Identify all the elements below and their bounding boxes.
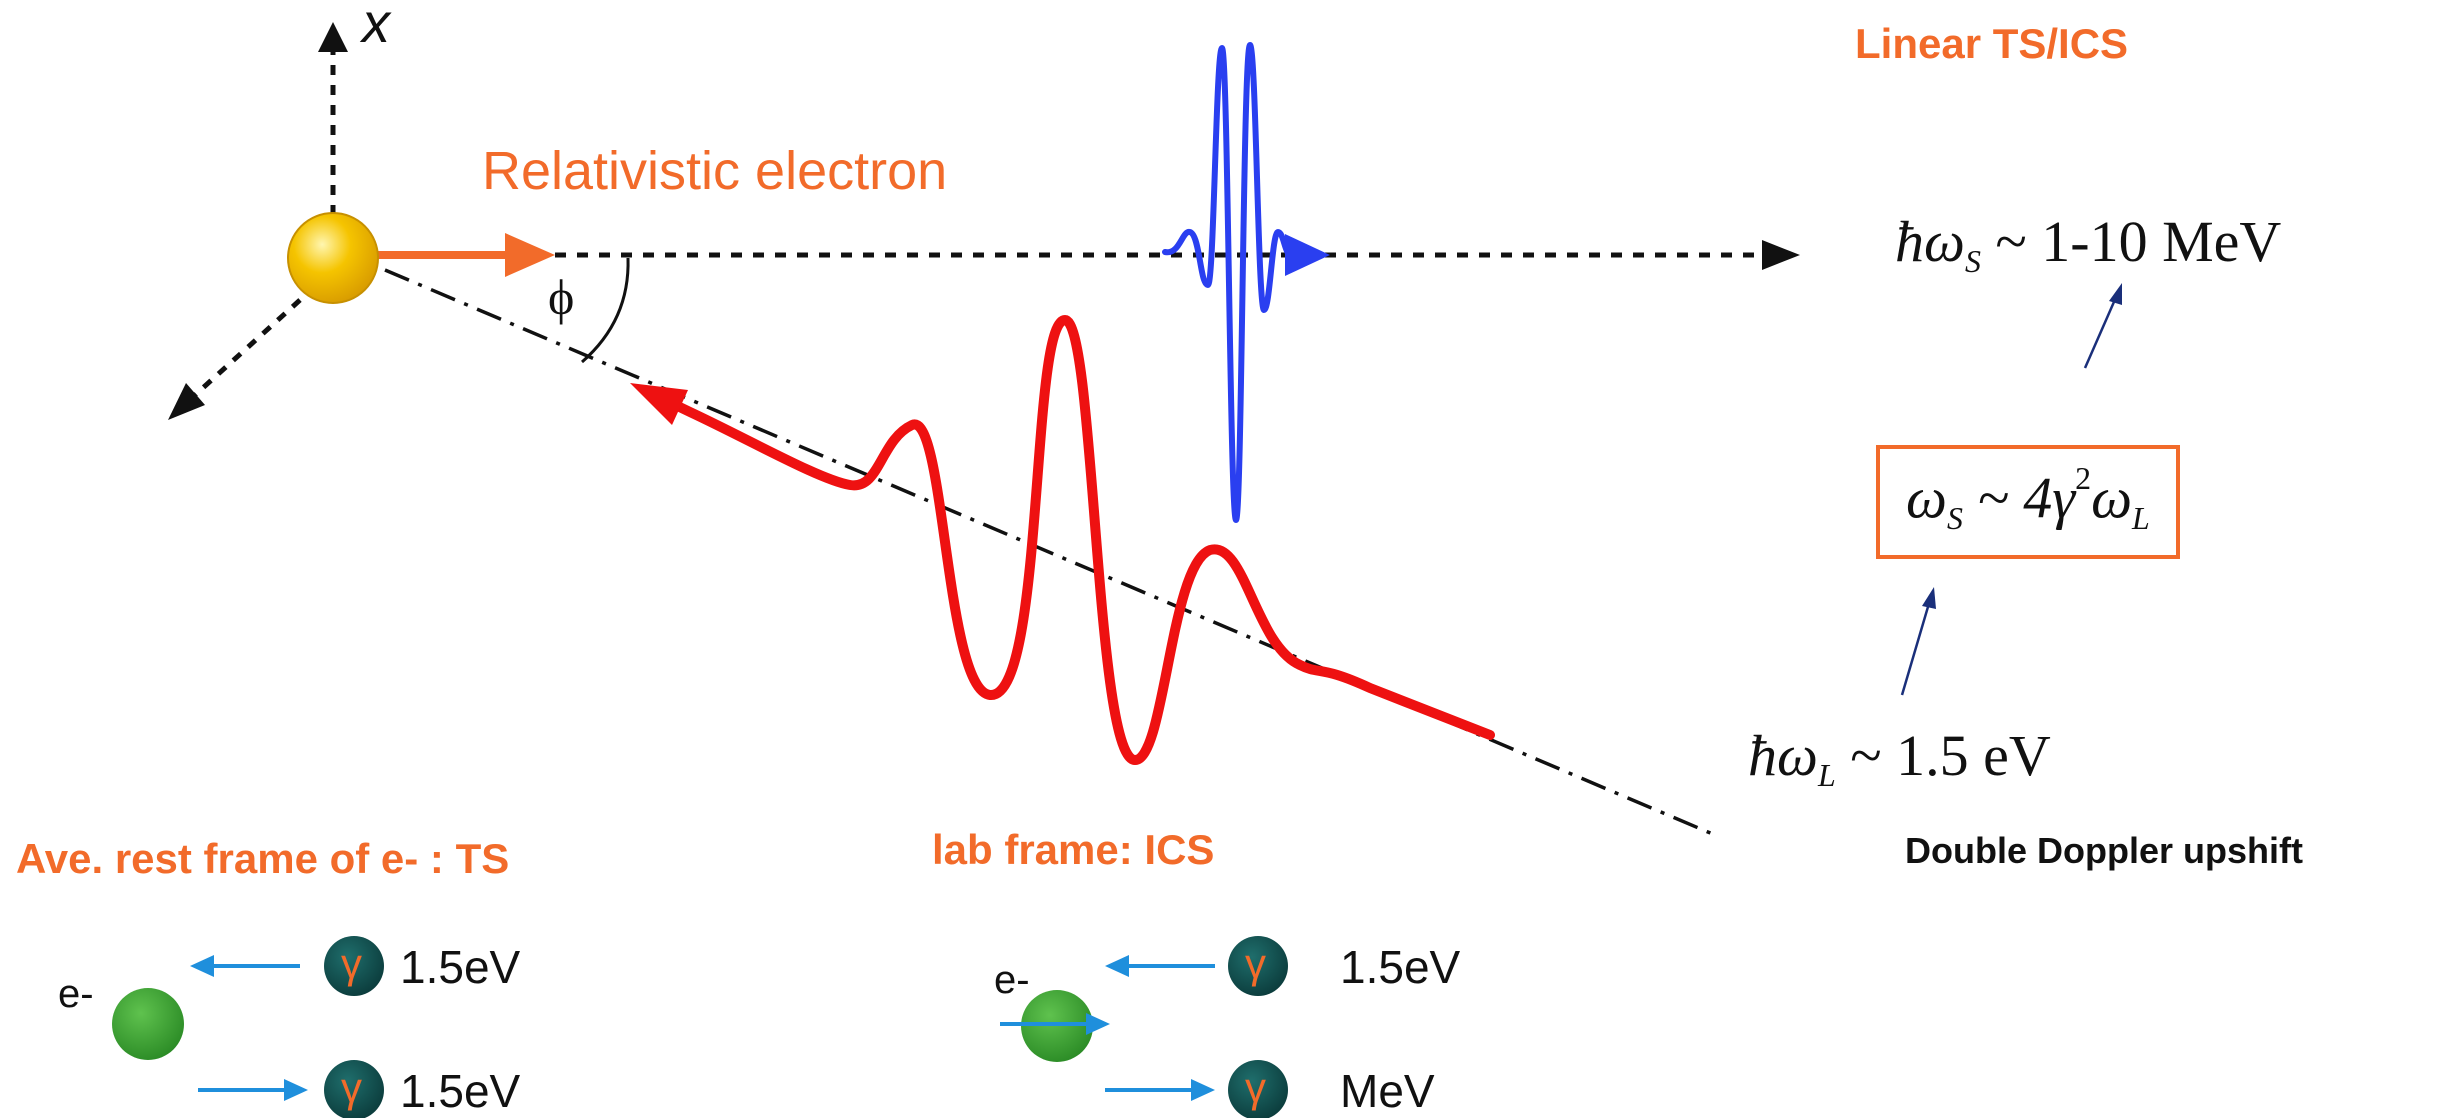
z-axis xyxy=(193,298,302,397)
lab-frame-title: lab frame: ICS xyxy=(932,826,1215,873)
lab-photon-out xyxy=(1228,1060,1288,1118)
lab-outgoing-arrowhead xyxy=(1191,1079,1215,1101)
rest-electron xyxy=(112,988,184,1060)
upshift-arrow-upper xyxy=(2083,294,2119,369)
title: Linear TS/ICS xyxy=(1855,20,2129,67)
x-axis-arrowhead xyxy=(318,22,348,52)
rest-frame-panel xyxy=(112,936,384,1118)
omega-l: ω xyxy=(2091,465,2133,531)
subscript-s: S xyxy=(1946,500,1963,536)
angle-label: ϕ xyxy=(548,269,575,325)
gamma-pulse-wave xyxy=(1162,42,1303,523)
angle-arc xyxy=(581,257,630,364)
lab-outgoing-energy: MeV xyxy=(1340,1065,1435,1117)
laser-pulse-arrowhead xyxy=(630,383,688,425)
upshift-arrow-lower-head xyxy=(1922,587,1936,609)
beam-axis-arrowhead xyxy=(1762,240,1800,270)
laser-axis xyxy=(384,268,1716,837)
frequency-relation-box: ωS ~ 4γ2ωL xyxy=(1876,445,2180,559)
lab-photon-out-symbol: γ xyxy=(1245,1064,1266,1111)
lab-incoming-arrowhead xyxy=(1105,955,1129,977)
rest-incoming-arrowhead xyxy=(190,955,214,977)
gamma-pulse-arrowhead xyxy=(1285,234,1330,276)
hbar-omega-s: ħω xyxy=(1895,209,1965,274)
lab-photon-in-symbol: γ xyxy=(1245,940,1266,987)
hbar-omega-l: ħω xyxy=(1748,723,1818,788)
scattered-photon-energy: ħωS ~ 1-10 MeV xyxy=(1895,208,2281,280)
superscript-2: 2 xyxy=(2075,461,2092,496)
subscript-s: S xyxy=(1964,244,1981,280)
rest-outgoing-energy: 1.5eV xyxy=(400,1065,521,1117)
laser-photon-energy: ħωL ~ 1.5 eV xyxy=(1748,722,2051,794)
lab-photon-in xyxy=(1228,936,1288,996)
laser-energy-value: ~ 1.5 eV xyxy=(1835,723,2051,788)
gamma-factor: ~ 4γ xyxy=(1962,465,2076,531)
subscript-l: L xyxy=(1817,758,1836,794)
rest-frame-title: Ave. rest frame of e- : TS xyxy=(16,835,510,882)
electron-label: Relativistic electron xyxy=(482,141,948,201)
double-doppler-label: Double Doppler upshift xyxy=(1905,830,2303,871)
rest-outgoing-arrowhead xyxy=(284,1079,308,1101)
lab-frame-panel xyxy=(1000,936,1288,1118)
rest-photon-out-symbol: γ xyxy=(341,1064,362,1111)
upshift-arrow-upper-head xyxy=(2109,283,2122,305)
relativistic-electron xyxy=(287,212,379,304)
subscript-l: L xyxy=(2132,500,2150,536)
lab-incoming-energy: 1.5eV xyxy=(1340,941,1461,993)
x-axis-label: x xyxy=(362,0,390,54)
omega-s: ω xyxy=(1906,465,1947,531)
rest-photon-out xyxy=(324,1060,384,1118)
laser-pulse-wave xyxy=(660,315,1495,765)
rest-electron-label: e- xyxy=(58,972,94,1016)
upshift-arrow-lower xyxy=(1900,599,1932,696)
lab-electron-label: e- xyxy=(994,958,1030,1002)
rest-photon-in xyxy=(324,936,384,996)
z-axis-arrowhead xyxy=(168,383,205,420)
lab-electron-motion-arrowhead xyxy=(1086,1013,1110,1035)
electron-velocity-arrowhead xyxy=(505,233,555,277)
scattered-energy-range: ~ 1-10 MeV xyxy=(1980,209,2282,274)
rest-photon-in-symbol: γ xyxy=(341,940,362,987)
rest-incoming-energy: 1.5eV xyxy=(400,941,521,993)
